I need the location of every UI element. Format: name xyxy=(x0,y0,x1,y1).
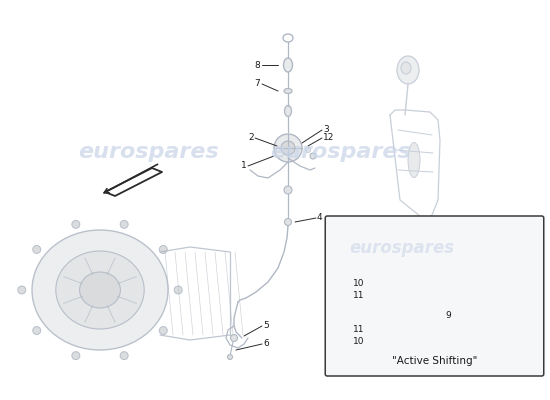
Text: 5: 5 xyxy=(263,320,269,330)
Circle shape xyxy=(274,134,302,162)
Text: eurospares: eurospares xyxy=(349,239,454,257)
Text: 10: 10 xyxy=(353,278,365,288)
Text: 11: 11 xyxy=(353,292,365,300)
Ellipse shape xyxy=(408,142,420,178)
Circle shape xyxy=(33,246,41,254)
Text: 3: 3 xyxy=(323,126,329,134)
Circle shape xyxy=(72,220,80,228)
Circle shape xyxy=(310,153,316,159)
Ellipse shape xyxy=(401,62,411,74)
Circle shape xyxy=(230,334,238,342)
Circle shape xyxy=(120,352,128,360)
Circle shape xyxy=(33,326,41,334)
Circle shape xyxy=(72,352,80,360)
Ellipse shape xyxy=(283,58,293,72)
Text: 8: 8 xyxy=(254,60,260,70)
Ellipse shape xyxy=(397,56,419,84)
Circle shape xyxy=(160,326,167,334)
Circle shape xyxy=(18,286,26,294)
Text: 7: 7 xyxy=(254,78,260,88)
Circle shape xyxy=(160,246,167,254)
Ellipse shape xyxy=(32,230,168,350)
Circle shape xyxy=(284,186,292,194)
Ellipse shape xyxy=(56,251,144,329)
Text: 12: 12 xyxy=(323,134,334,142)
Text: eurospares: eurospares xyxy=(271,142,411,162)
Circle shape xyxy=(305,148,311,152)
Text: "Active Shifting": "Active Shifting" xyxy=(392,356,477,366)
Ellipse shape xyxy=(430,272,460,314)
Text: 6: 6 xyxy=(263,340,269,348)
Circle shape xyxy=(281,141,295,155)
Text: 9: 9 xyxy=(446,312,451,320)
Text: 11: 11 xyxy=(353,326,365,334)
Circle shape xyxy=(120,220,128,228)
Text: eurospares: eurospares xyxy=(78,142,219,162)
Ellipse shape xyxy=(284,106,292,116)
FancyBboxPatch shape xyxy=(325,216,544,376)
Text: 1: 1 xyxy=(241,162,247,170)
Circle shape xyxy=(228,354,233,360)
Circle shape xyxy=(284,218,292,226)
Circle shape xyxy=(174,286,182,294)
Ellipse shape xyxy=(438,284,452,302)
Ellipse shape xyxy=(80,272,120,308)
Text: 10: 10 xyxy=(353,338,365,346)
Ellipse shape xyxy=(453,245,473,261)
Ellipse shape xyxy=(284,88,292,94)
Text: 2: 2 xyxy=(249,134,254,142)
Text: 4: 4 xyxy=(317,214,323,222)
